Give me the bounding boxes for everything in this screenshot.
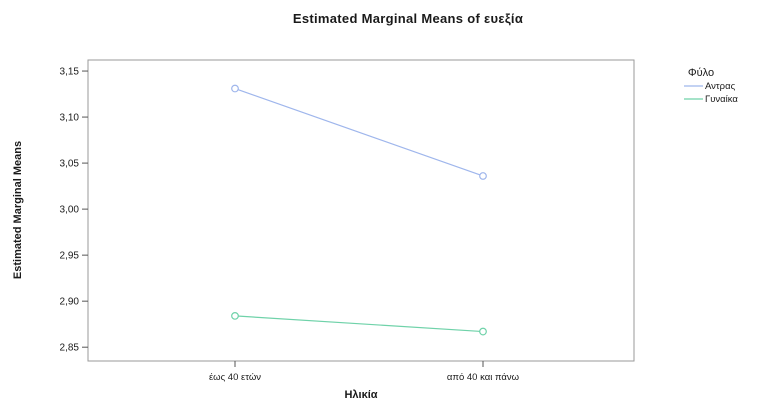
y-tick-label: 2,90 (60, 297, 80, 308)
data-point (479, 172, 487, 180)
chart-title: Estimated Marginal Means of ευεξία (293, 11, 523, 26)
legend-items: Αντρας Γυναίκα (684, 81, 738, 105)
legend: Φύλο Αντρας Γυναίκα (684, 67, 738, 105)
y-tick-label: 3,10 (60, 113, 80, 124)
series-line (234, 87, 484, 177)
legend-label: Γυναίκα (705, 94, 738, 105)
data-point (231, 311, 239, 320)
x-tick-label: από 40 και πάνω (447, 372, 520, 383)
plot-frame (87, 59, 635, 362)
x-tick-label: έως 40 ετών (209, 372, 261, 383)
series-layer (231, 84, 487, 336)
x-axis: έως 40 ετών από 40 και πάνω (209, 361, 520, 383)
y-tick-label: 2,85 (60, 343, 80, 354)
y-tick-label: 3,15 (60, 67, 80, 78)
y-axis-title: Estimated Marginal Means (12, 141, 24, 279)
y-tick-label: 3,00 (60, 205, 80, 216)
y-tick-label: 2,95 (60, 251, 80, 262)
x-axis-title: Ηλικία (344, 389, 377, 401)
y-axis: 3,15 3,10 3,05 3,00 2,95 2,90 2,85 (60, 67, 88, 354)
series-line (234, 315, 484, 333)
y-tick-label: 3,05 (60, 159, 80, 170)
legend-title: Φύλο (688, 67, 714, 79)
data-point (479, 327, 487, 336)
legend-label: Αντρας (705, 81, 736, 92)
data-point (231, 84, 239, 93)
